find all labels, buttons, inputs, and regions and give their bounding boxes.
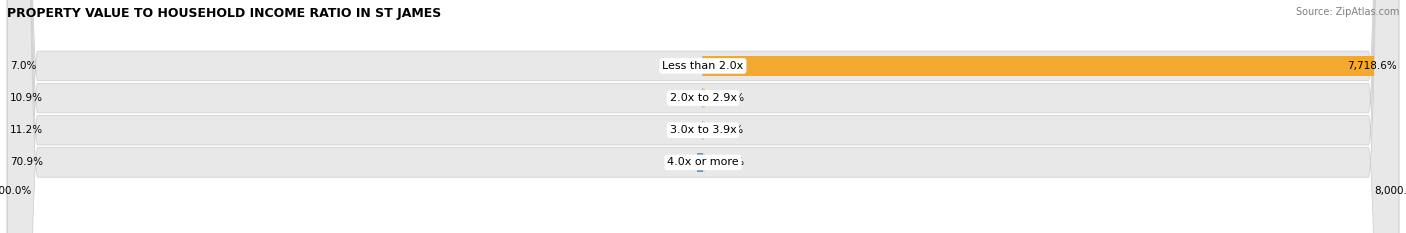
Text: 3.0x to 3.9x: 3.0x to 3.9x: [669, 125, 737, 135]
FancyBboxPatch shape: [7, 0, 1399, 233]
FancyBboxPatch shape: [7, 0, 1399, 233]
FancyBboxPatch shape: [7, 0, 1399, 233]
Text: PROPERTY VALUE TO HOUSEHOLD INCOME RATIO IN ST JAMES: PROPERTY VALUE TO HOUSEHOLD INCOME RATIO…: [7, 7, 441, 20]
Text: 2.0x to 2.9x: 2.0x to 2.9x: [669, 93, 737, 103]
Text: 70.9%: 70.9%: [10, 158, 42, 168]
Text: 14.7%: 14.7%: [711, 125, 744, 135]
Text: 10.9%: 10.9%: [10, 93, 42, 103]
Bar: [697, 153, 703, 172]
Text: 11.2%: 11.2%: [10, 125, 42, 135]
Text: 7,718.6%: 7,718.6%: [1347, 61, 1396, 71]
Bar: [703, 56, 1375, 75]
Text: 4.0x or more: 4.0x or more: [668, 158, 738, 168]
FancyBboxPatch shape: [7, 0, 1399, 233]
Text: Less than 2.0x: Less than 2.0x: [662, 61, 744, 71]
Text: Source: ZipAtlas.com: Source: ZipAtlas.com: [1295, 7, 1399, 17]
Bar: [703, 153, 704, 172]
Text: 19.2%: 19.2%: [711, 158, 745, 168]
Text: 17.8%: 17.8%: [711, 93, 745, 103]
Bar: [703, 89, 704, 108]
Text: 7.0%: 7.0%: [10, 61, 37, 71]
